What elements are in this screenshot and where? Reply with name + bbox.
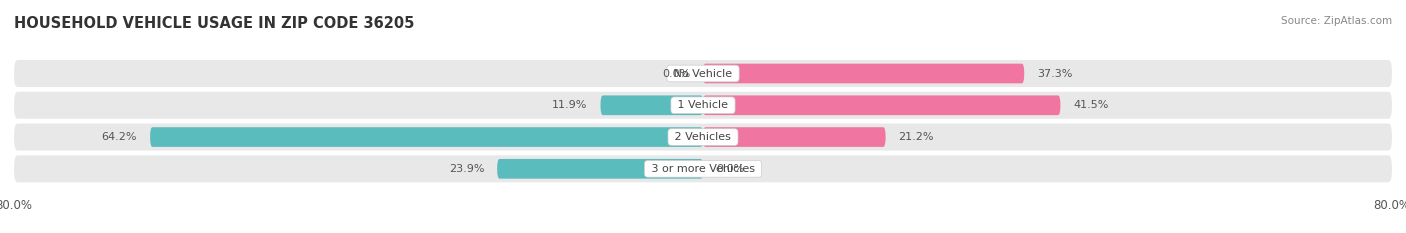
FancyBboxPatch shape	[14, 123, 1392, 151]
Text: 41.5%: 41.5%	[1073, 100, 1109, 110]
Text: 37.3%: 37.3%	[1038, 69, 1073, 79]
Text: 1 Vehicle: 1 Vehicle	[675, 100, 731, 110]
Text: 0.0%: 0.0%	[716, 164, 744, 174]
Text: No Vehicle: No Vehicle	[671, 69, 735, 79]
FancyBboxPatch shape	[14, 60, 1392, 87]
Text: 64.2%: 64.2%	[101, 132, 138, 142]
Text: 23.9%: 23.9%	[449, 164, 484, 174]
FancyBboxPatch shape	[600, 96, 703, 115]
FancyBboxPatch shape	[703, 64, 1024, 83]
FancyBboxPatch shape	[14, 155, 1392, 182]
Text: 3 or more Vehicles: 3 or more Vehicles	[648, 164, 758, 174]
Text: 2 Vehicles: 2 Vehicles	[671, 132, 735, 142]
FancyBboxPatch shape	[14, 92, 1392, 119]
FancyBboxPatch shape	[703, 127, 886, 147]
FancyBboxPatch shape	[498, 159, 703, 179]
Text: 11.9%: 11.9%	[553, 100, 588, 110]
Text: HOUSEHOLD VEHICLE USAGE IN ZIP CODE 36205: HOUSEHOLD VEHICLE USAGE IN ZIP CODE 3620…	[14, 16, 415, 31]
Text: 21.2%: 21.2%	[898, 132, 934, 142]
FancyBboxPatch shape	[703, 96, 1060, 115]
FancyBboxPatch shape	[150, 127, 703, 147]
Text: 0.0%: 0.0%	[662, 69, 690, 79]
Text: Source: ZipAtlas.com: Source: ZipAtlas.com	[1281, 16, 1392, 26]
